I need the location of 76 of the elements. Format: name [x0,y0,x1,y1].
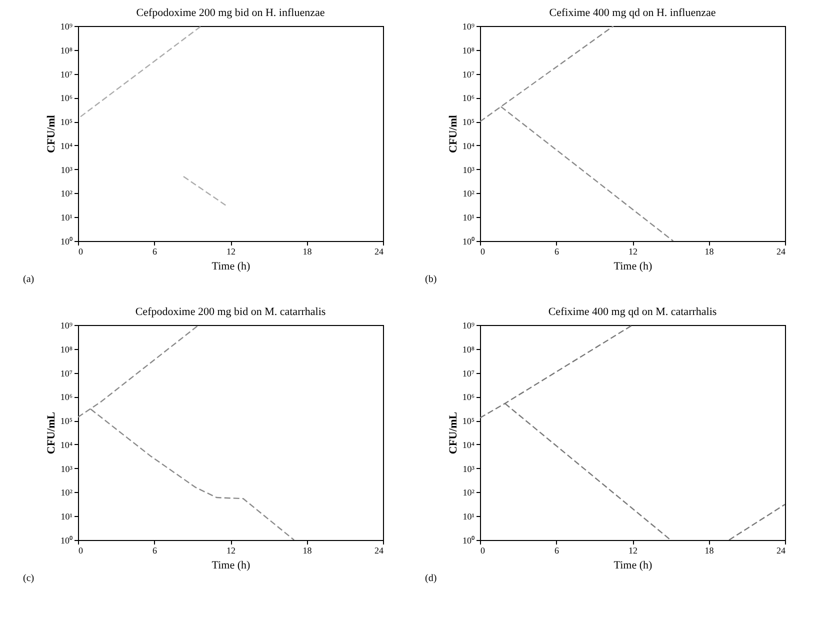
y-tick-label: 10¹ [462,512,475,522]
y-tick-label: 10⁴ [462,140,474,151]
y-tick-label: 10³ [60,464,73,474]
chart-title: Cefpodoxime 200 mg bid on H. influenzae [136,7,325,19]
y-tick-label: 10⁰ [462,536,474,546]
y-tick-label: 10⁴ [60,140,72,151]
x-tick-label: 18 [302,546,312,556]
x-tick-label: 18 [302,246,312,256]
y-tick-label: 10⁸ [60,344,72,354]
y-tick-label: 10⁶ [60,392,72,402]
x-tick-label: 0 [78,246,84,256]
y-tick-label: 10⁹ [462,22,474,32]
x-tick-label: 6 [554,546,560,556]
chart-title: Cefixime 400 mg qd on H. influenzae [549,7,716,19]
y-tick-label: 10⁵ [60,416,72,426]
x-tick-label: 0 [480,246,486,256]
x-tick-label: 18 [704,246,714,256]
x-tick-label: 6 [152,546,158,556]
y-tick-label: 10¹ [462,212,475,223]
x-tick-label: 24 [776,546,786,556]
y-tick-label: 10³ [60,164,73,175]
y-tick-label: 10⁶ [60,93,72,104]
y-tick-label: 10⁸ [462,45,474,56]
x-tick-label: 12 [628,546,638,556]
y-tick-label: 10⁵ [60,117,72,128]
y-tick-label: 10⁰ [60,236,72,246]
text: (c) [23,573,34,584]
x-tick-label: 24 [776,246,786,256]
x-tick-label: 18 [704,546,714,556]
y-tick-label: 10⁰ [462,236,474,246]
x-tick-label: 6 [554,246,560,256]
y-tick-label: 10⁸ [462,344,474,354]
y-axis-title: CFU/mL [447,412,460,454]
text: (a) [23,274,34,285]
y-tick-label: 10⁵ [462,117,474,128]
x-axis-title: Time (h) [212,260,251,272]
y-tick-label: 10⁹ [60,320,72,330]
chart-title: Cefpodoxime 200 mg bid on M. catarrhalis [135,306,326,318]
y-tick-label: 10⁶ [462,93,474,104]
x-tick-label: 0 [78,546,84,556]
y-tick-label: 10⁹ [462,320,474,330]
y-tick-label: 10¹ [60,212,73,223]
x-axis-title: Time (h) [614,260,653,272]
y-tick-label: 10⁶ [462,392,474,402]
x-axis-title: Time (h) [212,560,251,572]
text: (d) [425,573,437,584]
y-tick-label: 10⁹ [60,22,72,32]
y-axis-title: CFU/ml [45,115,58,153]
x-tick-label: 12 [226,546,236,556]
y-axis-title: CFU/mL [45,412,58,454]
y-tick-label: 10² [60,188,73,199]
y-axis-title: CFU/ml [447,115,460,153]
y-tick-label: 10³ [462,464,475,474]
y-tick-label: 10² [462,188,475,199]
x-axis-title: Time (h) [614,560,653,572]
x-tick-label: 24 [374,546,384,556]
y-tick-label: 10⁴ [462,440,474,450]
y-tick-label: 10⁷ [462,368,474,378]
x-tick-label: 12 [226,246,236,256]
y-tick-label: 10⁷ [60,368,72,378]
x-tick-label: 12 [628,246,638,256]
x-tick-label: 0 [480,546,486,556]
y-tick-label: 10² [60,488,73,498]
y-tick-label: 10³ [462,164,475,175]
text: (b) [425,274,437,285]
y-tick-label: 10⁷ [462,69,474,80]
y-tick-label: 10⁴ [60,440,72,450]
x-tick-label: 24 [374,246,384,256]
y-tick-label: 10⁷ [60,69,72,80]
y-tick-label: 10⁰ [60,536,72,546]
y-tick-label: 10¹ [60,512,73,522]
y-tick-label: 10⁵ [462,416,474,426]
y-tick-label: 10² [462,488,475,498]
y-tick-label: 10⁸ [60,45,72,56]
x-tick-label: 6 [152,246,158,256]
chart-title: Cefixime 400 mg qd on M. catarrhalis [548,306,717,318]
